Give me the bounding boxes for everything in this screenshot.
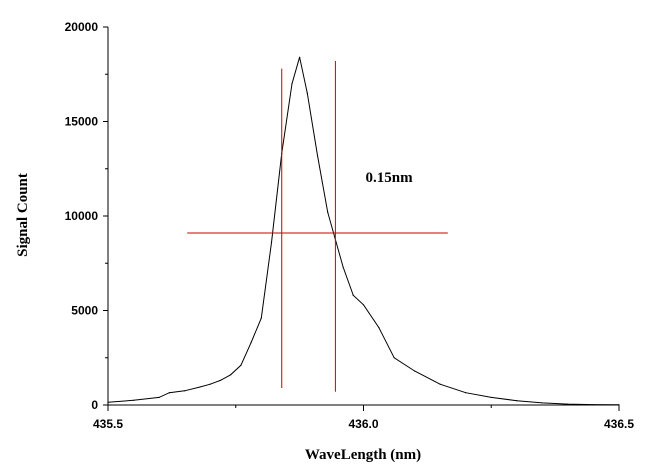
data-point <box>199 386 201 388</box>
y-tick-label: 10000 <box>65 209 99 223</box>
y-tick-label: 0 <box>91 398 98 412</box>
data-point <box>132 399 135 401</box>
data-point <box>342 266 344 268</box>
data-point <box>490 396 492 399</box>
annotations: 0.15nm <box>366 170 414 186</box>
plot-frame <box>107 27 619 406</box>
data-point <box>516 400 518 402</box>
data-point <box>168 392 170 394</box>
y-axis-ticks: 0 5000 10000 15000 20000 <box>65 20 108 412</box>
data-point <box>592 404 595 406</box>
data-point <box>327 211 329 213</box>
data-point <box>378 326 380 329</box>
spectrum-line <box>107 57 620 406</box>
data-point <box>209 383 211 385</box>
data-point <box>393 357 395 359</box>
series-layer <box>107 56 620 406</box>
data-point <box>316 154 319 157</box>
data-point <box>270 241 273 244</box>
x-tick-label: 436.0 <box>348 417 378 431</box>
data-point <box>299 56 301 58</box>
data-point <box>567 403 569 405</box>
data-point <box>184 390 186 392</box>
data-point <box>107 401 109 403</box>
data-point <box>439 383 441 385</box>
y-tick-label: 5000 <box>71 304 98 318</box>
y-tick-label: 20000 <box>65 20 99 34</box>
data-point <box>541 402 543 404</box>
data-point <box>414 370 416 372</box>
data-point <box>306 92 308 94</box>
fwhm-annotation: 0.15nm <box>366 170 414 186</box>
data-point <box>230 374 232 376</box>
data-point <box>260 317 262 319</box>
data-point <box>158 396 160 399</box>
data-point <box>618 404 620 406</box>
data-point <box>250 342 252 344</box>
y-axis-title: Signal Count <box>15 173 31 257</box>
data-point <box>362 304 365 306</box>
data-point <box>291 83 293 85</box>
x-axis-ticks: 435.5 436.0 436.5 <box>93 405 634 431</box>
y-tick-label: 15000 <box>65 115 99 129</box>
x-tick-label: 435.5 <box>93 417 123 431</box>
data-point <box>240 364 242 366</box>
fwhm-markers <box>187 61 448 392</box>
data-point <box>219 379 222 382</box>
data-point <box>352 294 354 296</box>
data-point <box>465 392 467 394</box>
x-tick-label: 436.5 <box>604 417 634 431</box>
x-axis-title: WaveLength (nm) <box>305 447 421 463</box>
